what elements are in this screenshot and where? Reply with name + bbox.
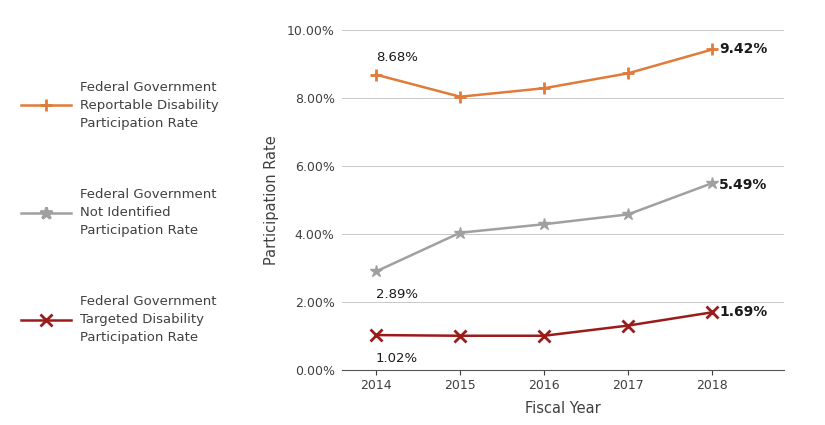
Text: 8.68%: 8.68%	[376, 51, 418, 64]
Y-axis label: Participation Rate: Participation Rate	[263, 135, 279, 265]
Text: Federal Government
Not Identified
Participation Rate: Federal Government Not Identified Partic…	[80, 188, 217, 237]
Text: 1.02%: 1.02%	[376, 352, 418, 365]
Text: 5.49%: 5.49%	[719, 178, 767, 192]
Text: 2.89%: 2.89%	[376, 289, 418, 301]
Text: Federal Government
Reportable Disability
Participation Rate: Federal Government Reportable Disability…	[80, 81, 219, 130]
Text: Federal Government
Targeted Disability
Participation Rate: Federal Government Targeted Disability P…	[80, 295, 217, 344]
Text: 1.69%: 1.69%	[719, 305, 767, 319]
X-axis label: Fiscal Year: Fiscal Year	[526, 401, 601, 416]
Text: 9.42%: 9.42%	[719, 42, 767, 56]
